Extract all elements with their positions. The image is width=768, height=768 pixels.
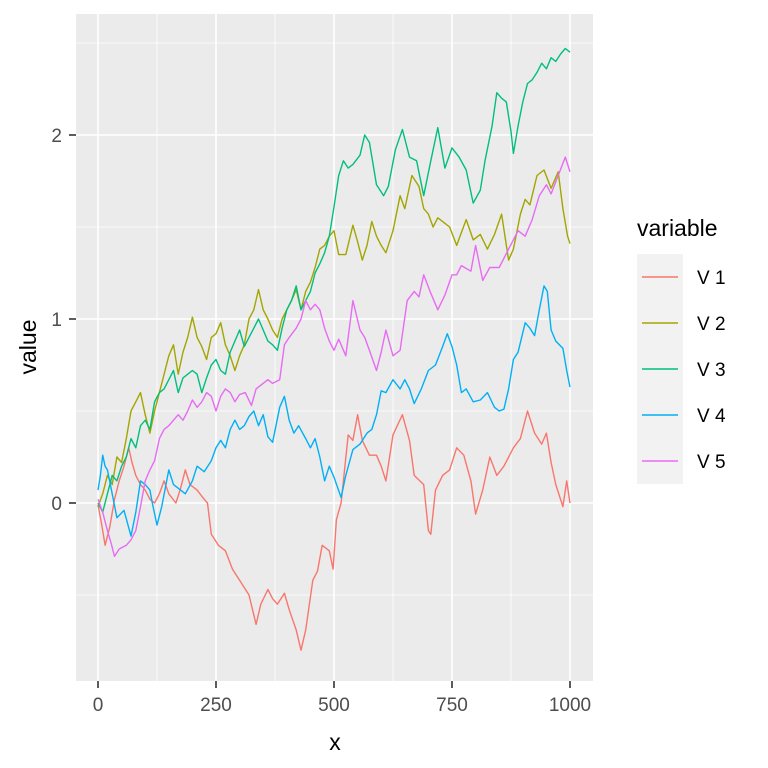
legend-item-v4: V 4	[642, 406, 726, 427]
y-axis: 0 1 2	[51, 126, 76, 515]
y-tick-label: 0	[51, 494, 62, 515]
x-tick-label: 250	[200, 695, 232, 716]
series-lines	[97, 47, 571, 651]
legend: variable V 1 V 2 V 3 V 4 V 5	[637, 215, 726, 484]
series-line-v4	[97, 285, 571, 537]
legend-label: V 3	[697, 360, 726, 381]
x-tick-label: 0	[93, 695, 104, 716]
x-axis: 0 250 500 750 1000	[93, 681, 591, 716]
x-tick-label: 750	[436, 695, 468, 716]
legend-item-v5: V 5	[642, 452, 726, 473]
x-axis-title: x	[329, 729, 341, 755]
series-line-v3	[97, 47, 571, 513]
legend-label: V 5	[697, 452, 726, 473]
x-tick-label: 1000	[549, 695, 591, 716]
series-line-v1	[97, 410, 571, 651]
series-line-v5	[97, 156, 571, 558]
legend-label: V 1	[697, 268, 726, 289]
y-tick-label: 1	[51, 310, 62, 331]
legend-item-v2: V 2	[642, 314, 726, 335]
legend-item-v1: V 1	[642, 268, 726, 289]
series-line-v2	[97, 169, 571, 507]
legend-label: V 2	[697, 314, 726, 335]
legend-item-v3: V 3	[642, 360, 726, 381]
legend-title: variable	[637, 215, 718, 241]
y-tick-label: 2	[51, 126, 62, 147]
legend-label: V 4	[697, 406, 726, 427]
x-tick-label: 500	[318, 695, 350, 716]
y-axis-title: value	[15, 320, 41, 375]
